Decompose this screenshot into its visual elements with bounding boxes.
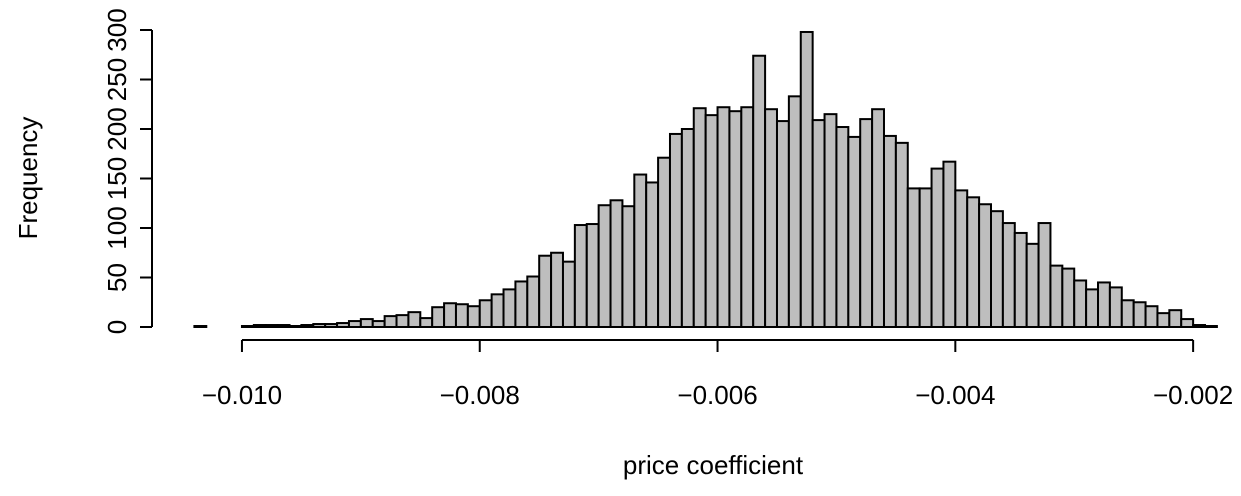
y-tick-label: 300 (102, 8, 132, 51)
bar (240, 325, 255, 329)
bar (252, 324, 267, 328)
bar (847, 135, 862, 328)
bar (1132, 301, 1147, 328)
bar (871, 108, 885, 328)
bar (859, 118, 874, 328)
y-tick-label: 250 (102, 58, 132, 101)
bar (1049, 264, 1064, 328)
x-tick-label: −0.008 (440, 380, 520, 410)
bar (1001, 222, 1016, 328)
bar (1156, 312, 1171, 329)
bar (823, 113, 838, 329)
bar (966, 196, 981, 328)
bar (383, 315, 398, 328)
bar (764, 108, 778, 328)
bar (740, 106, 755, 328)
bar (550, 251, 564, 328)
y-tick-label: 0 (102, 320, 132, 334)
bar (1025, 242, 1040, 328)
bar (371, 320, 386, 328)
bar (502, 288, 517, 329)
bar (989, 210, 1004, 328)
bar (668, 132, 683, 328)
bar (276, 324, 291, 328)
bar (585, 223, 600, 328)
bar (716, 106, 731, 328)
bar (954, 189, 969, 328)
bar (775, 120, 790, 328)
bar (324, 323, 339, 328)
bar (347, 320, 362, 328)
bar (787, 95, 802, 328)
bar (882, 134, 897, 328)
bar (799, 30, 814, 328)
bar (645, 181, 660, 328)
bar (1180, 318, 1195, 328)
x-tick-label: −0.004 (915, 380, 995, 410)
bar (561, 260, 576, 328)
bar (1192, 324, 1207, 328)
bar (978, 203, 992, 329)
bar (1085, 288, 1100, 329)
bar (419, 317, 434, 328)
bar (1204, 325, 1218, 329)
bar (1144, 305, 1159, 328)
y-axis-label: Frequency (13, 117, 43, 240)
y-tick-label: 150 (102, 157, 132, 200)
x-tick-label: −0.010 (202, 380, 282, 410)
bar (395, 314, 410, 328)
bar (359, 318, 374, 328)
bar (942, 160, 957, 328)
bar (466, 305, 481, 328)
bar (894, 141, 909, 328)
bar (573, 224, 588, 328)
bar (1120, 299, 1135, 328)
bar (478, 299, 493, 328)
bar (752, 54, 767, 329)
bar (514, 280, 529, 328)
bar (1108, 286, 1123, 328)
bar (609, 199, 624, 328)
y-tick-label: 100 (102, 206, 132, 249)
bar (312, 323, 327, 328)
bar (336, 322, 350, 329)
bar (811, 119, 826, 328)
bar (300, 324, 315, 328)
x-tick-label: −0.006 (677, 380, 757, 410)
x-tick-label: −0.002 (1153, 380, 1233, 410)
bar (1061, 267, 1076, 328)
bar (431, 306, 446, 329)
bar (906, 187, 921, 328)
bar (692, 107, 707, 328)
bar (1097, 281, 1111, 329)
bar (1013, 231, 1028, 328)
bar (490, 293, 505, 328)
bar (1037, 222, 1052, 328)
bar (597, 204, 612, 328)
x-axis-label: price coefficient (623, 450, 804, 480)
y-tick-label: 50 (102, 263, 132, 292)
bar (443, 302, 457, 328)
bar (1073, 279, 1088, 328)
bar (454, 303, 469, 329)
bar (264, 324, 279, 328)
bar (633, 173, 648, 328)
bar (407, 311, 422, 328)
bar (728, 110, 743, 329)
bar (1168, 309, 1183, 329)
bar (918, 187, 933, 328)
bar (621, 205, 636, 328)
bar (193, 325, 208, 329)
bar (704, 114, 719, 328)
bar (835, 126, 850, 328)
bar (680, 128, 695, 328)
bar (930, 167, 945, 328)
bar (526, 275, 541, 329)
y-tick-label: 200 (102, 107, 132, 150)
bar (288, 325, 303, 329)
bar (538, 254, 553, 328)
bar (657, 156, 671, 328)
